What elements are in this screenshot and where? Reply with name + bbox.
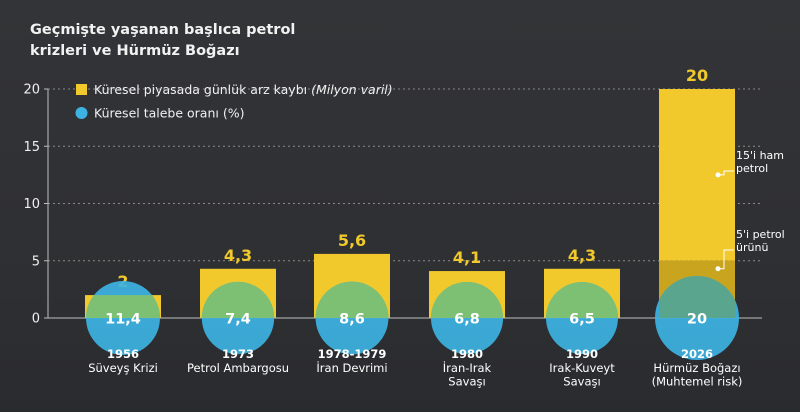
category-name: (Muhtemel risk)	[652, 375, 743, 389]
category-name: İran Devrimi	[316, 360, 387, 375]
pct-circle-group: 11,4	[86, 281, 160, 355]
annotation-text: 5'i petrol	[736, 228, 785, 241]
bar-value-label: 4,3	[224, 246, 252, 265]
legend-swatch-supply	[76, 84, 87, 95]
chart-title: Geçmişte yaşanan başlıca petrol krizleri…	[30, 20, 350, 62]
bar-value-label: 5,6	[338, 231, 366, 250]
category-name: Petrol Ambargosu	[187, 361, 289, 375]
category-name: Savaşı	[563, 375, 600, 389]
pct-label: 20	[687, 312, 707, 328]
category-year: 1956	[107, 347, 139, 361]
annotation-text: 15'i ham	[736, 149, 784, 162]
pct-circle-group: 6,8	[430, 281, 504, 355]
legend-label-supply: Küresel piyasada günlük arz kaybı (Milyo…	[94, 82, 393, 97]
category-year: 1978-1979	[318, 347, 387, 361]
pct-circle-overlap	[315, 281, 389, 319]
category-name: İran-Irak	[443, 360, 492, 375]
legend-series-name: Küresel piyasada günlük arz kaybı	[94, 82, 311, 97]
pct-circle-overlap	[201, 281, 275, 319]
pct-circle-overlap	[86, 295, 160, 319]
title-line-2: krizleri ve Hürmüz Boğazı	[30, 43, 240, 59]
pct-circle-group: 8,6	[315, 281, 389, 355]
pct-label: 6,8	[454, 312, 480, 328]
annotation-leader	[718, 249, 734, 270]
pct-circle-overlap	[546, 282, 618, 319]
title-line-1: Geçmişte yaşanan başlıca petrol	[30, 22, 296, 38]
category-year: 1980	[451, 347, 483, 361]
pct-label: 11,4	[105, 312, 141, 328]
annotation-text: ürünü	[736, 241, 768, 254]
legend-series-unit: (Milyon varil)	[311, 82, 393, 97]
y-tick-label: 20	[23, 83, 40, 98]
category-name: Hürmüz Boğazı	[653, 361, 740, 375]
bar-value-label: 4,3	[568, 246, 596, 265]
legend-label-demand: Küresel talebe oranı (%)	[94, 106, 244, 121]
category-year: 2026	[681, 347, 713, 361]
pct-label: 8,6	[339, 312, 365, 328]
y-tick-label: 5	[32, 254, 40, 269]
pct-label: 7,4	[225, 312, 251, 328]
category-year: 1990	[566, 347, 598, 361]
pct-circle-group: 20	[655, 276, 739, 360]
pct-label: 6,5	[569, 312, 595, 328]
pct-circle-overlap	[430, 281, 504, 318]
pct-circle-overlap	[659, 276, 735, 318]
pct-circle-group: 7,4	[201, 281, 275, 355]
legend: Küresel piyasada günlük arz kaybı (Milyo…	[75, 82, 393, 121]
y-tick-label: 15	[23, 140, 40, 155]
annotation-text: petrol	[736, 162, 768, 175]
bar-value-label: 20	[686, 66, 708, 85]
pct-circle-group: 6,5	[546, 282, 618, 354]
category-name: Irak-Kuveyt	[549, 361, 615, 375]
y-tick-label: 0	[32, 312, 40, 327]
bar-value-label: 4,1	[453, 248, 481, 267]
category-year: 1973	[222, 347, 254, 361]
category-name: Süveyş Krizi	[88, 361, 158, 375]
category-name: Savaşı	[448, 375, 485, 389]
legend-swatch-demand	[75, 107, 88, 119]
annotation-leader	[718, 170, 734, 176]
y-tick-label: 10	[23, 197, 40, 212]
